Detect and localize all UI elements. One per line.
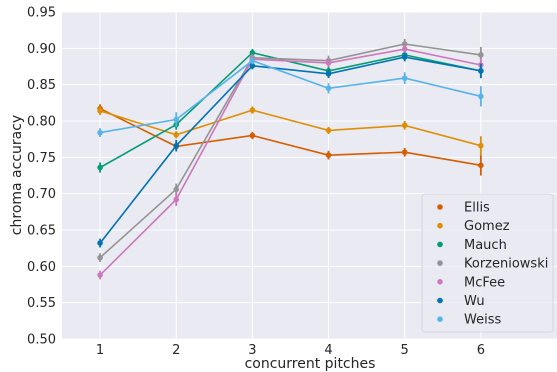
data-point — [325, 152, 332, 158]
data-point — [401, 149, 408, 156]
y-tick-labels: 0.50 0.55 0.60 0.65 0.70 0.75 0.80 0.85 0.90 0.95 — [27, 6, 56, 348]
x-axis-label: concurrent pitches — [245, 356, 376, 372]
data-point — [325, 70, 332, 77]
series-line — [99, 59, 481, 134]
series-line — [99, 43, 481, 259]
data-point — [97, 108, 103, 114]
series-layer — [97, 38, 484, 280]
x-tick-label: 3 — [248, 343, 256, 358]
y-tick-label: 0.50 — [27, 333, 56, 348]
series-line — [99, 48, 481, 276]
data-point — [173, 196, 180, 203]
series-line — [99, 56, 481, 244]
legend-label: Korzeniowski — [464, 257, 548, 272]
x-tick-label: 6 — [477, 343, 485, 358]
data-point — [325, 127, 332, 134]
data-point — [97, 164, 103, 171]
legend: Ellis Gomez Mauch Korzeniowski McFee Wu Weiss — [421, 193, 554, 333]
data-point — [401, 75, 408, 81]
legend-label: Ellis — [464, 201, 490, 216]
y-tick-label: 0.95 — [27, 6, 56, 21]
y-tick-label: 0.70 — [27, 187, 56, 202]
data-point — [249, 62, 256, 69]
legend-label: Wu — [464, 294, 485, 309]
data-point — [401, 41, 408, 47]
series-weiss — [97, 57, 484, 137]
data-point — [173, 132, 180, 138]
data-point — [97, 272, 103, 278]
data-point — [478, 68, 484, 74]
data-point — [249, 49, 256, 56]
x-tick-label: 4 — [324, 343, 332, 358]
data-point — [325, 60, 332, 66]
data-point — [97, 129, 103, 136]
data-point — [401, 54, 408, 60]
legend-marker — [437, 279, 443, 285]
data-point — [478, 162, 484, 169]
x-tick-label: 5 — [401, 343, 409, 358]
grid-lines — [62, 11, 557, 340]
data-point — [401, 46, 408, 52]
series-line — [99, 107, 481, 167]
legend-marker — [437, 241, 443, 248]
data-point — [249, 132, 256, 139]
y-tick-label: 0.80 — [27, 115, 56, 130]
legend-marker — [437, 222, 443, 229]
legend-marker — [437, 204, 443, 210]
y-tick-label: 0.55 — [27, 296, 56, 311]
y-tick-label: 0.90 — [27, 42, 56, 57]
data-point — [173, 186, 180, 193]
y-tick-label: 0.60 — [27, 260, 56, 275]
data-point — [173, 116, 180, 123]
x-tick-labels: 1 2 3 4 5 6 — [96, 343, 485, 358]
y-axis-label: chroma accuracy — [9, 115, 25, 235]
y-tick-label: 0.65 — [27, 224, 56, 239]
data-point — [478, 142, 484, 149]
data-point — [325, 85, 332, 92]
legend-marker — [437, 260, 443, 266]
data-point — [97, 240, 103, 246]
legend-marker — [437, 297, 443, 304]
data-point — [173, 142, 180, 149]
data-point — [249, 57, 256, 64]
legend-label: Gomez — [464, 219, 510, 234]
legend-marker — [437, 316, 443, 323]
series-line — [99, 109, 482, 147]
data-point — [249, 107, 256, 113]
data-point — [97, 254, 103, 261]
series-gomez — [97, 106, 484, 156]
series-wu — [97, 52, 484, 248]
data-point — [478, 93, 484, 100]
x-tick-label: 2 — [172, 343, 180, 358]
legend-label: Weiss — [464, 313, 501, 328]
x-tick-label: 1 — [96, 343, 104, 358]
legend-label: McFee — [464, 275, 505, 290]
legend-box — [421, 193, 554, 333]
legend-label: Mauch — [464, 238, 507, 253]
y-tick-label: 0.75 — [27, 151, 56, 166]
data-point — [478, 52, 484, 58]
data-point — [401, 122, 408, 129]
y-tick-label: 0.85 — [27, 78, 56, 93]
